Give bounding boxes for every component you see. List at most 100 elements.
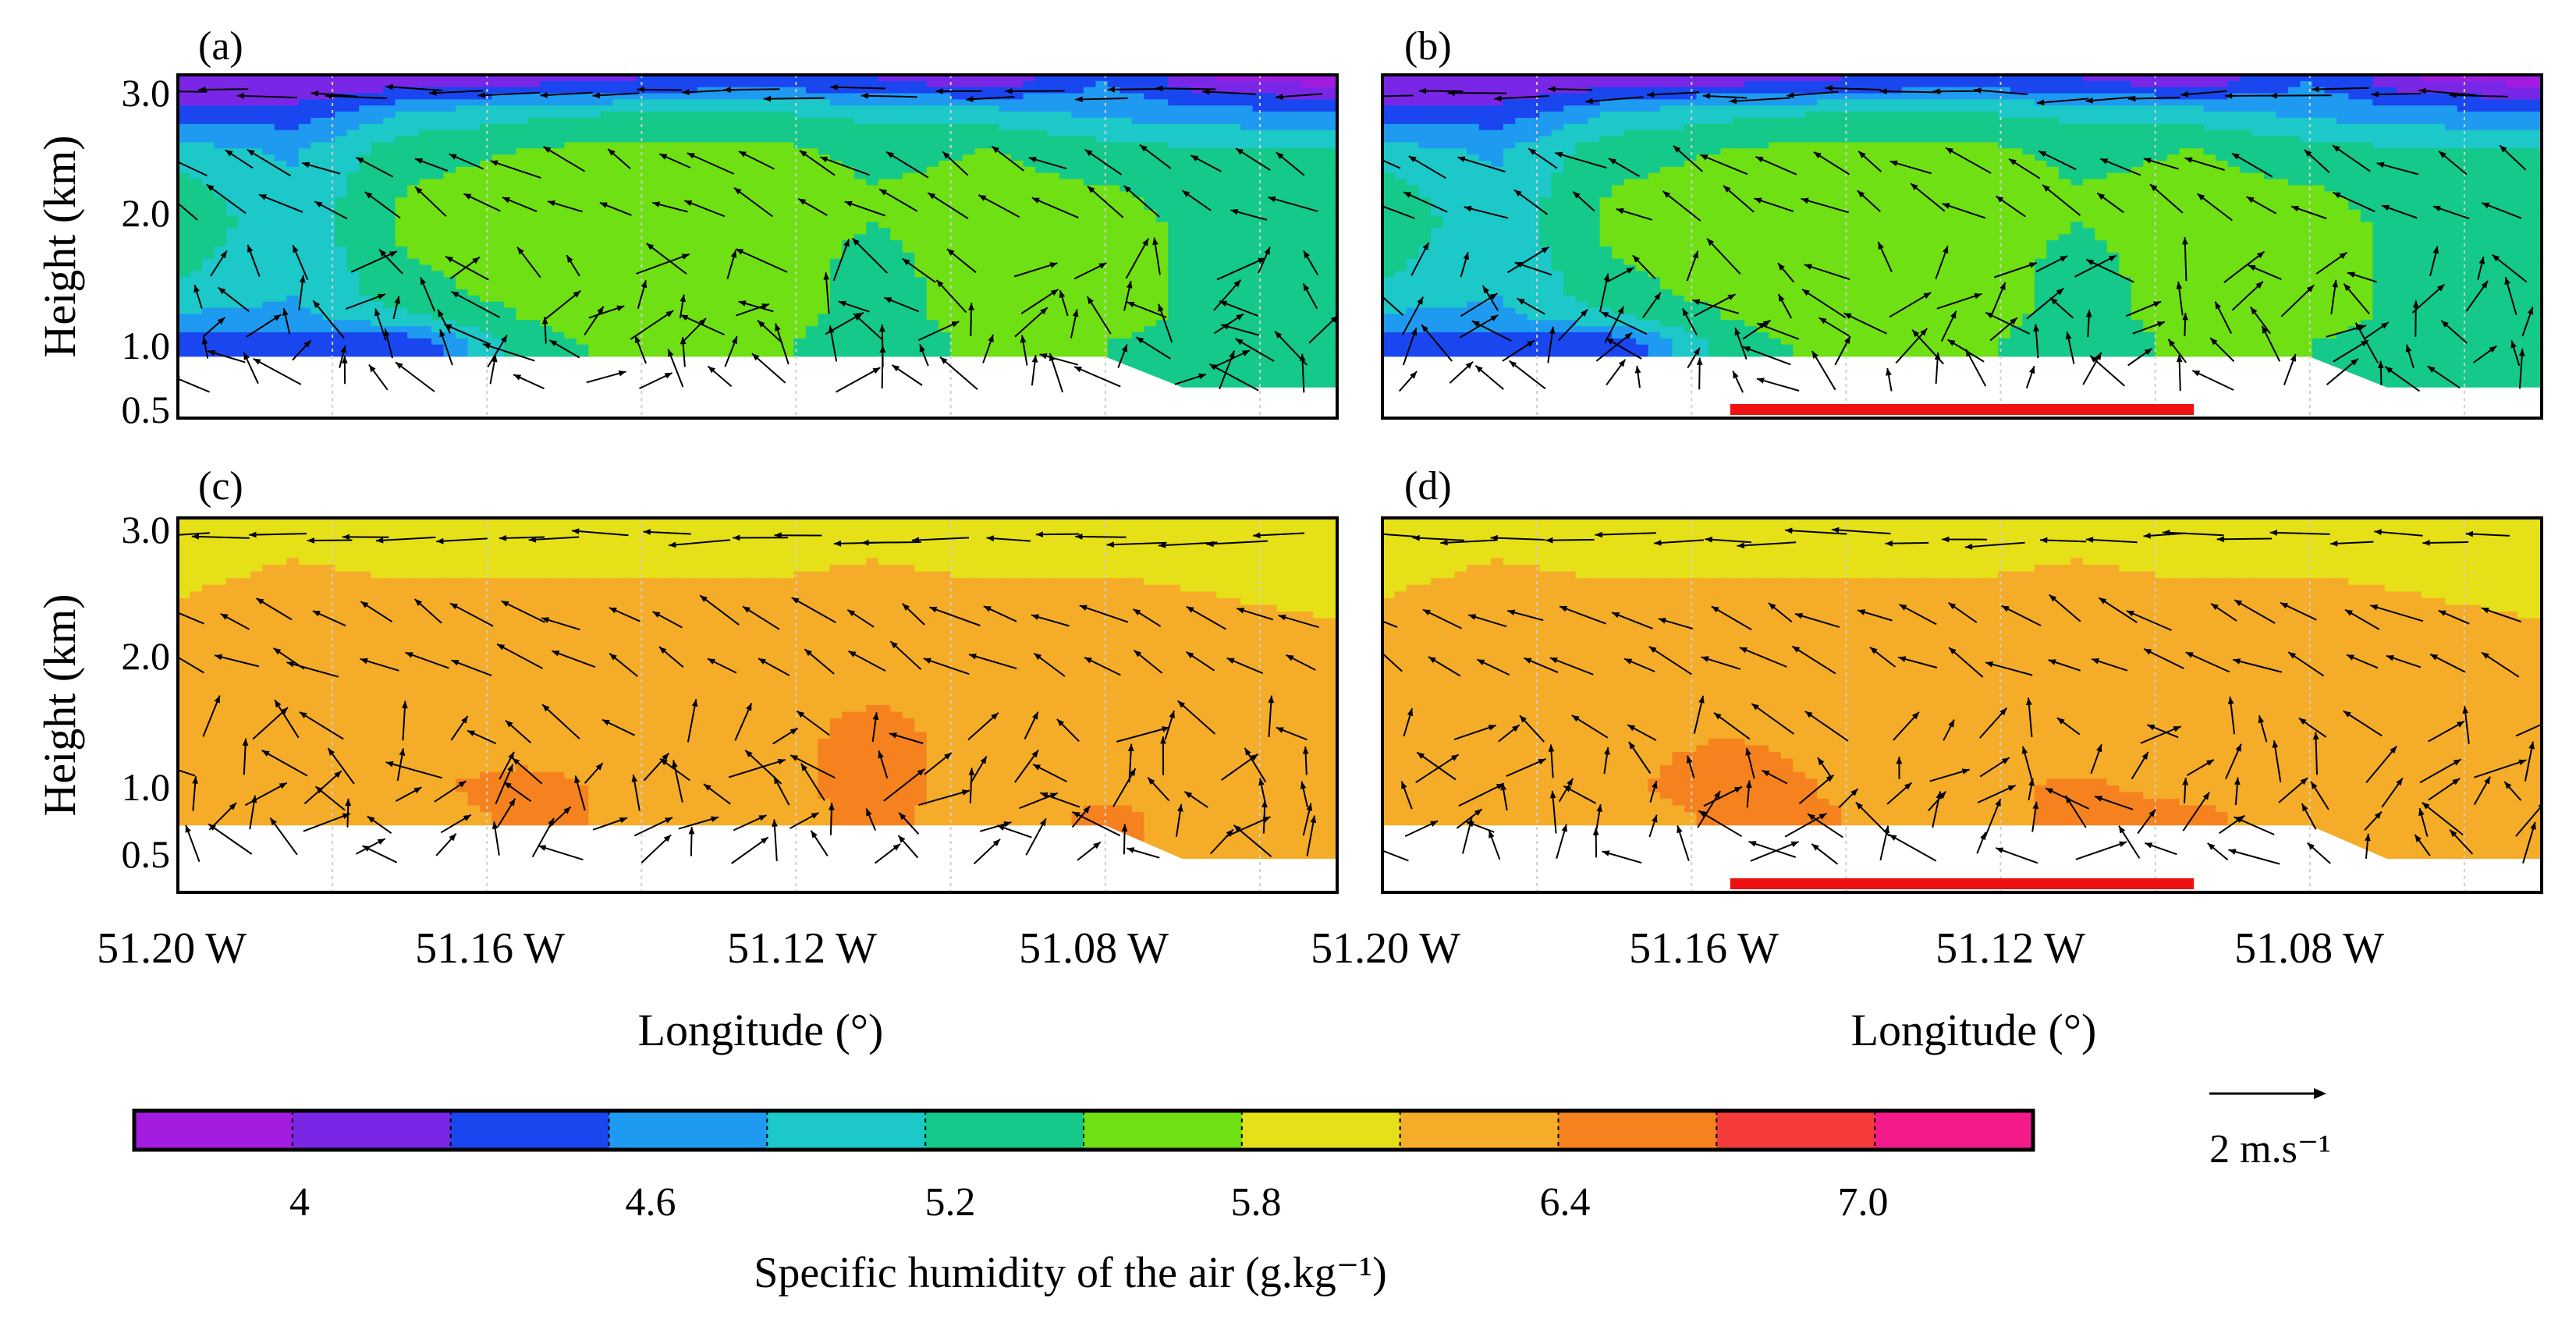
humidity-cell [805, 142, 818, 149]
humidity-cell [950, 136, 963, 144]
humidity-cell [588, 185, 601, 192]
humidity-cell [1131, 307, 1144, 315]
humidity-cell [286, 258, 300, 266]
humidity-cell [1023, 252, 1036, 260]
humidity-cell [527, 350, 541, 358]
humidity-cell [1325, 142, 1337, 149]
humidity-cell [238, 75, 251, 82]
humidity-cell [1265, 197, 1278, 204]
humidity-cell [987, 105, 1000, 112]
humidity-cell [491, 80, 505, 88]
humidity-cell [298, 112, 311, 119]
humidity-cell [1083, 154, 1097, 161]
humidity-cell [950, 295, 963, 303]
humidity-cell [214, 197, 227, 204]
humidity-cell [661, 264, 674, 272]
humidity-cell [310, 112, 324, 119]
humidity-cell [1047, 80, 1060, 88]
humidity-cell [1252, 136, 1265, 144]
humidity-cell [443, 320, 456, 327]
humidity-cell [697, 148, 710, 155]
humidity-cell [1095, 332, 1109, 339]
humidity-cell [527, 307, 541, 315]
humidity-cell [745, 289, 758, 296]
humidity-cell [733, 271, 747, 278]
humidity-cell [576, 118, 589, 125]
humidity-cell [612, 320, 626, 327]
humidity-cell [1095, 204, 1109, 211]
humidity-cell [818, 179, 831, 186]
humidity-cell [1204, 179, 1217, 186]
humidity-cell [758, 99, 771, 106]
humidity-cell [359, 228, 372, 235]
humidity-cell [286, 191, 300, 198]
humidity-cell [637, 277, 650, 284]
humidity-cell [769, 277, 782, 284]
humidity-cell [516, 129, 529, 137]
humidity-cell [853, 222, 867, 229]
humidity-cell [1144, 123, 1157, 131]
humidity-cell [322, 129, 335, 137]
humidity-cell [721, 277, 734, 284]
humidity-cell [999, 252, 1012, 260]
humidity-cell [346, 264, 360, 272]
humidity-cell [443, 172, 456, 180]
humidity-cell [648, 264, 662, 272]
humidity-cell [576, 142, 589, 149]
humidity-cell [600, 222, 613, 229]
humidity-cell [527, 154, 541, 161]
humidity-cell [842, 197, 855, 204]
humidity-cell [1216, 375, 1229, 382]
humidity-cell [1023, 246, 1036, 254]
humidity-cell [407, 166, 420, 174]
humidity-cell [250, 75, 263, 82]
humidity-cell [939, 172, 952, 180]
humidity-cell [190, 179, 203, 186]
humidity-cell [552, 123, 565, 131]
humidity-cell [1289, 344, 1302, 352]
humidity-cell [201, 228, 215, 235]
humidity-cell [1095, 350, 1109, 358]
humidity-cell [346, 209, 360, 217]
humidity-cell [721, 136, 734, 144]
humidity-cell [648, 277, 662, 284]
humidity-cell [1313, 179, 1326, 186]
humidity-cell [250, 161, 263, 168]
humidity-cell [1095, 191, 1109, 198]
humidity-cell [987, 197, 1000, 204]
humidity-cell [1071, 246, 1084, 254]
humidity-cell [1144, 80, 1157, 88]
humidity-cell [769, 228, 782, 235]
humidity-cell [878, 246, 891, 254]
humidity-cell [407, 142, 420, 149]
humidity-cell [950, 283, 963, 290]
humidity-cell [371, 283, 384, 290]
humidity-cell [310, 240, 324, 247]
humidity-cell [564, 172, 577, 180]
humidity-cell [1276, 99, 1290, 106]
humidity-cell [456, 283, 469, 290]
humidity-cell [999, 179, 1012, 186]
humidity-cell [335, 258, 348, 266]
humidity-cell [527, 80, 541, 88]
humidity-cell [1216, 289, 1229, 296]
humidity-cell [890, 99, 903, 106]
humidity-cell [588, 271, 601, 278]
humidity-cell [818, 234, 831, 241]
humidity-cell [697, 87, 710, 94]
humidity-cell [769, 338, 782, 346]
humidity-cell [758, 246, 771, 254]
humidity-cell [443, 289, 456, 296]
humidity-cell [540, 295, 553, 303]
humidity-cell [793, 172, 807, 180]
humidity-cell [1276, 252, 1290, 260]
humidity-cell [1071, 252, 1084, 260]
humidity-cell [467, 234, 481, 241]
humidity-cell [419, 118, 432, 125]
humidity-cell [709, 154, 722, 161]
humidity-cell [250, 320, 263, 327]
humidity-cell [866, 129, 879, 137]
humidity-cell [322, 87, 335, 94]
humidity-cell [1155, 148, 1169, 155]
humidity-cell [853, 161, 867, 168]
